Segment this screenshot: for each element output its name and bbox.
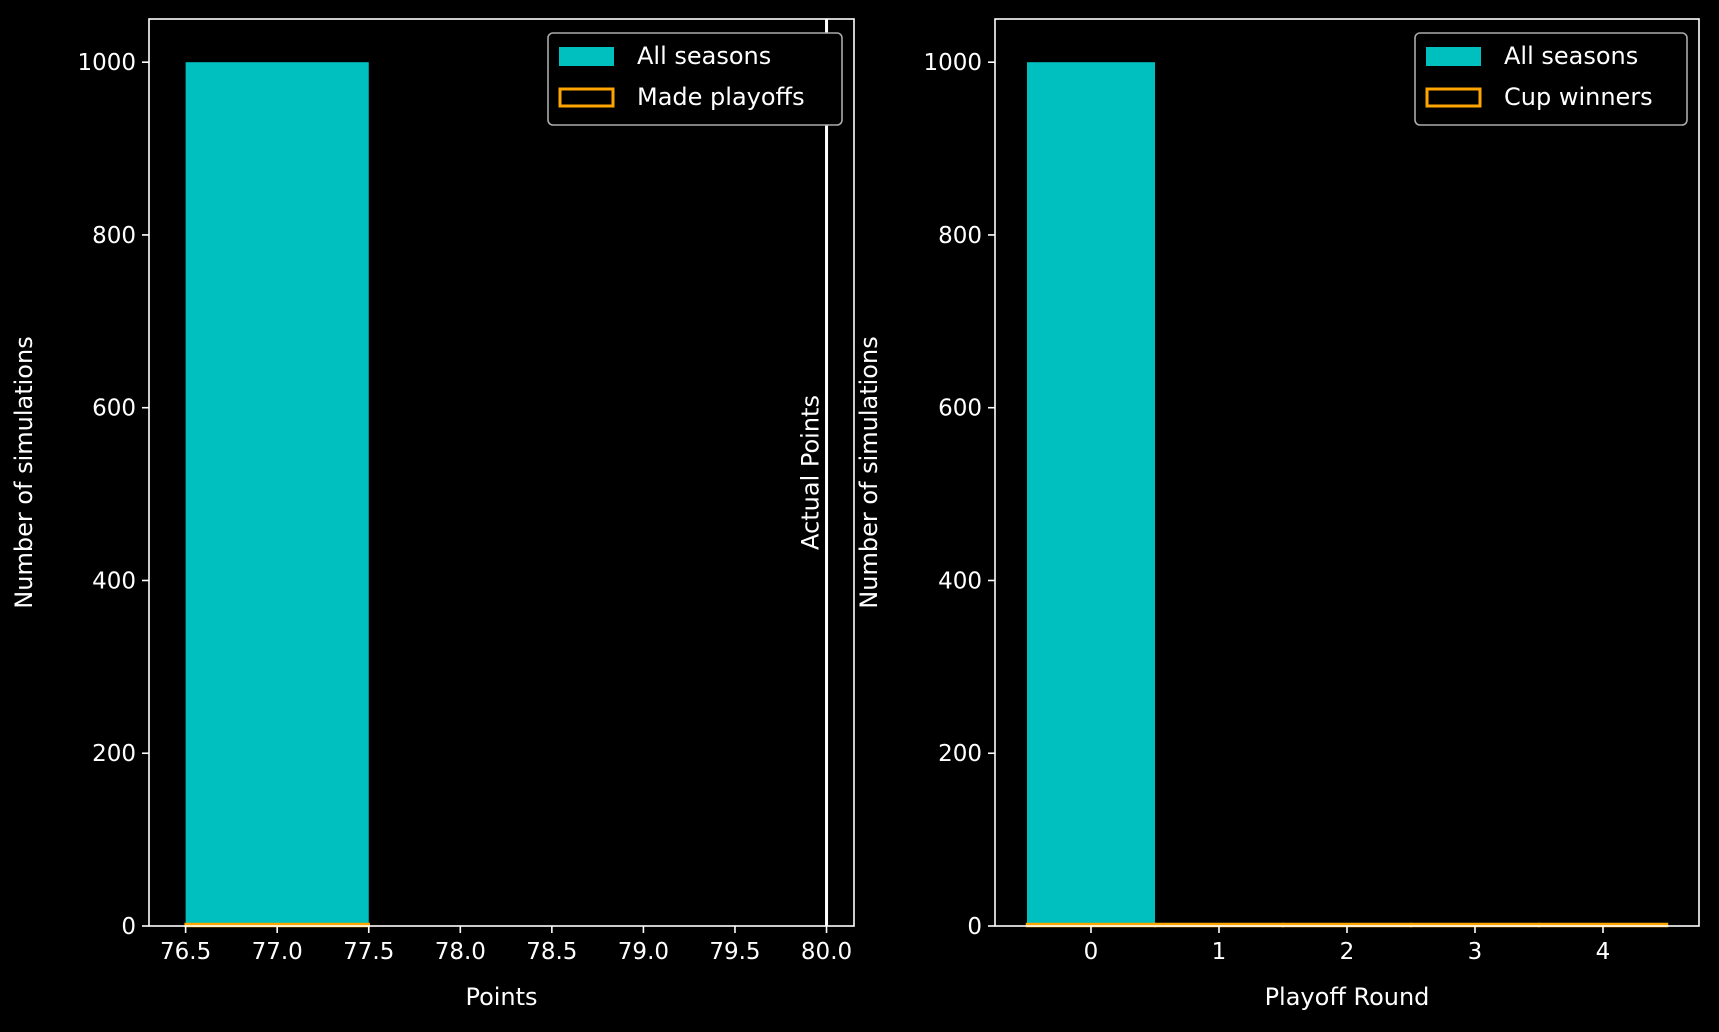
legend-label: Made playoffs (637, 83, 805, 111)
actual-points-label: Actual Points (797, 395, 825, 550)
x-tick-label: 77.0 (252, 939, 303, 965)
axes-frame (148, 18, 855, 927)
y-tick-label: 0 (967, 914, 982, 940)
y-axis-label: Number of simulations (10, 336, 38, 608)
y-tick-label: 800 (938, 223, 982, 249)
x-tick-label: 78.0 (435, 939, 486, 965)
x-tick-label: 79.0 (618, 939, 669, 965)
legend-box (547, 32, 843, 126)
x-tick-label: 3 (1468, 939, 1483, 965)
x-axis-label: Points (465, 983, 537, 1011)
y-tick-label: 1000 (923, 50, 982, 76)
x-tick-label: 79.5 (709, 939, 760, 965)
legend-swatch-cup-winners (1425, 87, 1482, 108)
y-tick-label: 400 (938, 568, 982, 594)
x-tick-label: 80.0 (801, 939, 852, 965)
legend-swatch-made-playoffs (558, 87, 615, 108)
bar-all-seasons (185, 62, 369, 926)
y-axis-label: Number of simulations (855, 336, 883, 608)
y-tick-label: 0 (121, 914, 136, 940)
y-tick-label: 800 (92, 223, 136, 249)
x-tick-label: 4 (1596, 939, 1611, 965)
x-tick-label: 77.5 (343, 939, 394, 965)
x-tick-label: 2 (1340, 939, 1355, 965)
legend-swatch-all-seasons (1426, 47, 1481, 66)
y-tick-label: 1000 (77, 50, 136, 76)
y-tick-label: 200 (938, 741, 982, 767)
x-tick-label: 1 (1212, 939, 1227, 965)
bar-all-seasons (1027, 62, 1155, 926)
x-axis-label: Playoff Round (1265, 983, 1430, 1011)
legend-box (1414, 32, 1688, 126)
x-tick-label: 76.5 (160, 939, 211, 965)
legend-label: All seasons (1504, 42, 1638, 70)
legend-swatch-all-seasons (559, 47, 614, 66)
y-tick-label: 600 (938, 396, 982, 422)
y-tick-label: 400 (92, 568, 136, 594)
chart-panel-2: 0 1 2 3 4 0 200 400 600 800 1000 Playoff Round Numbe… (855, 18, 1700, 1011)
legend-label: All seasons (637, 42, 771, 70)
chart-panel-1: Actual Points 76.5 77.0 77.5 78.0 78.5 79.0 79.… (10, 18, 855, 1011)
x-tick-label: 78.5 (526, 939, 577, 965)
y-tick-label: 600 (92, 396, 136, 422)
legend-label: Cup winners (1504, 83, 1653, 111)
x-tick-label: 0 (1084, 939, 1099, 965)
y-tick-label: 200 (92, 741, 136, 767)
